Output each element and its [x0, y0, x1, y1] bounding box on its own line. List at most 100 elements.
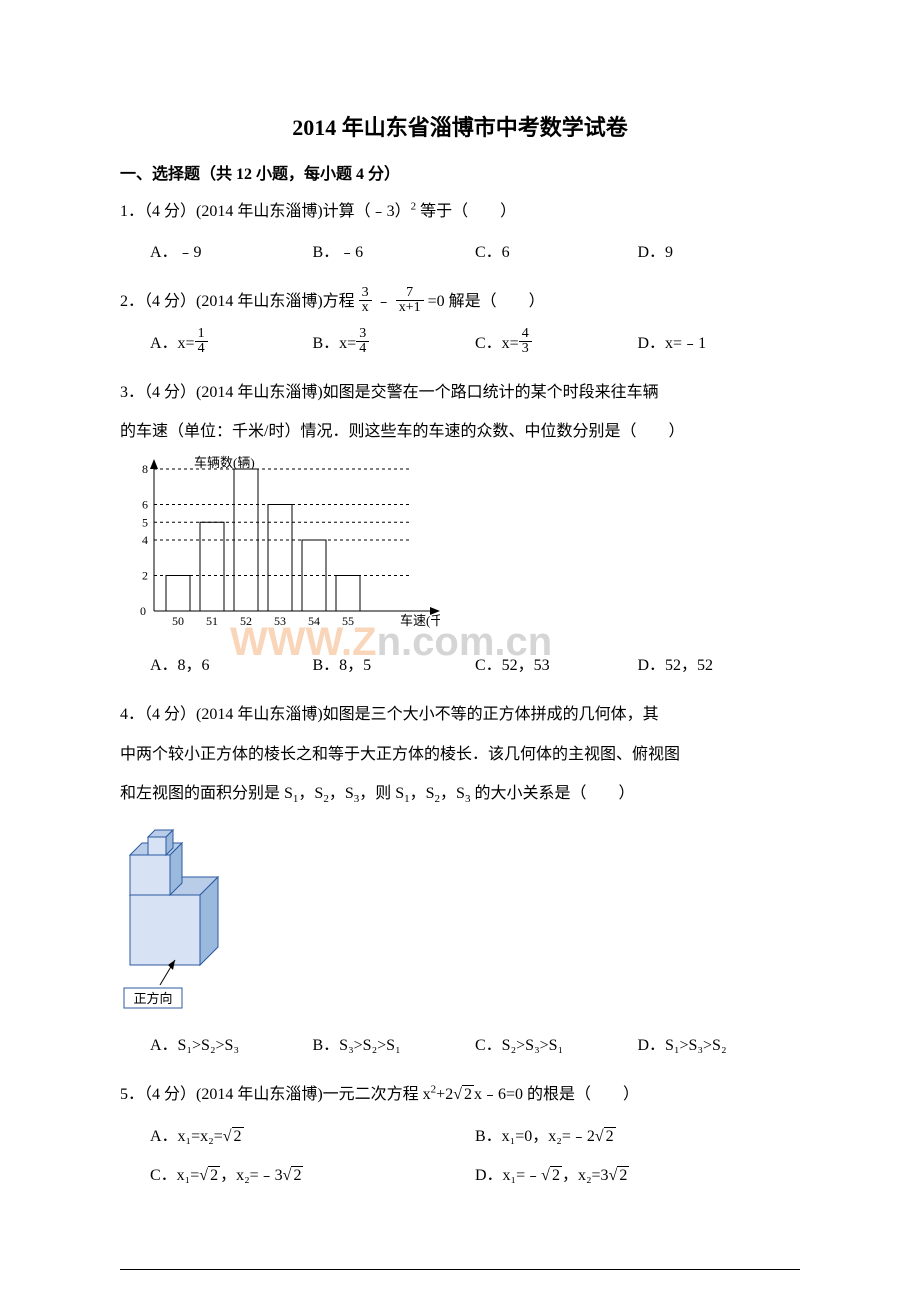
- q2-f1n: 3: [359, 286, 372, 301]
- q2-b-frac: 34: [356, 327, 369, 356]
- q5-stem: 5．（4 分）(2014 年山东淄博)一元二次方程 x2+22x﹣6=0 的根是…: [120, 1077, 800, 1112]
- q5-d-sqrt1: 2: [541, 1157, 562, 1195]
- q5-d-pre: D．x₁=﹣: [475, 1167, 541, 1184]
- q2-options: A．x=14 B．x=34 C．x=43 D．x=﹣1: [120, 326, 800, 361]
- q2-a-pre: A．x=: [150, 335, 195, 352]
- q1-opt-b: B．﹣6: [313, 235, 476, 270]
- q2-b-pre: B．x=: [313, 335, 357, 352]
- q4-opt-d: D．S₁>S₃>S₂: [638, 1028, 801, 1063]
- q2-c-pre: C．x=: [475, 335, 519, 352]
- q2-stem-post: =0 解是（ ）: [428, 293, 545, 310]
- svg-text:55: 55: [342, 614, 354, 628]
- q2-f2d: x+1: [396, 301, 424, 315]
- q4-s3-m5: ，S: [440, 785, 465, 802]
- q4-opt-c: C．S₂>S₃>S₁: [475, 1028, 638, 1063]
- q2-c-frac: 43: [519, 327, 532, 356]
- q5-b-sqrt: 2: [595, 1118, 616, 1156]
- q1-stem-pre: 1．（4 分）(2014 年山东淄博)计算（﹣3）: [120, 203, 411, 220]
- q1-opt-a: A．﹣9: [150, 235, 313, 270]
- q5-c-rad1: 2: [208, 1166, 220, 1184]
- q5-opt-a: A．x₁=x₂= 2: [150, 1118, 475, 1156]
- q1-stem-post: 等于（ ）: [416, 203, 516, 220]
- q4-figure: 正方向: [120, 825, 800, 1020]
- q1-stem: 1．（4 分）(2014 年山东淄博)计算（﹣3）2 等于（ ）: [120, 194, 800, 229]
- q2-minus: ﹣: [376, 293, 392, 310]
- q3-options: A．8，6 B．8，5 C．52，53 D．52，52: [120, 648, 800, 683]
- q3-chart: 024568505152535455车辆数(辆)车速(千米/时): [120, 455, 800, 640]
- svg-text:车辆数(辆): 车辆数(辆): [194, 455, 255, 470]
- q5-c-sqrt2: 2: [283, 1157, 304, 1195]
- q4-s3-m1: ，S: [298, 785, 323, 802]
- svg-text:4: 4: [142, 533, 148, 547]
- q5-pre: 5．（4 分）(2014 年山东淄博)一元二次方程 x: [120, 1086, 431, 1103]
- q4-s3-post: 的大小关系是（ ）: [470, 785, 634, 802]
- q3-stem-1: 3．（4 分）(2014 年山东淄博)如图是交警在一个路口统计的某个时段来往车辆: [120, 375, 800, 410]
- q3-opt-d: D．52，52: [638, 648, 801, 683]
- q2-f2n: 7: [396, 286, 424, 301]
- q2-f1d: x: [359, 301, 372, 315]
- q1-opt-d: D．9: [638, 235, 801, 270]
- svg-text:0: 0: [140, 604, 146, 618]
- q4-stem-2: 中两个较小正方体的棱长之和等于大正方体的棱长．该几何体的主视图、俯视图: [120, 737, 800, 772]
- q1-opt-c: C．6: [475, 235, 638, 270]
- q2-b-d: 4: [356, 342, 369, 356]
- q5-sqrt: 2: [453, 1077, 474, 1112]
- q5-c-rad2: 2: [291, 1166, 303, 1184]
- q2-c-n: 4: [519, 327, 532, 342]
- q4-s3-pre: 和左视图的面积分别是 S: [120, 785, 293, 802]
- page-title: 2014 年山东省淄博市中考数学试卷: [120, 110, 800, 142]
- q5-opt-d: D．x₁=﹣2，x₂=32: [475, 1157, 800, 1195]
- q4-figure-svg: 正方向: [120, 825, 230, 1015]
- q2-a-frac: 14: [195, 327, 208, 356]
- q5-d-sqrt2: 2: [609, 1157, 630, 1195]
- q5-options: A．x₁=x₂=2 B．x₁=0，x₂=﹣22 C．x₁=2，x₂=﹣32 D．…: [120, 1118, 800, 1195]
- q5-mid: +2: [436, 1086, 453, 1103]
- q4-s3-m3: ，则 S: [359, 785, 404, 802]
- q2-b-n: 3: [356, 327, 369, 342]
- q3-opt-c: C．52，53: [475, 648, 638, 683]
- q2-opt-c: C．x=43: [475, 326, 638, 361]
- q2-opt-d: D．x=﹣1: [638, 326, 801, 361]
- q2-opt-b: B．x=34: [313, 326, 476, 361]
- q4-options: A．S₁>S₂>S₃ B．S₃>S₂>S₁ C．S₂>S₃>S₁ D．S₁>S₃…: [120, 1028, 800, 1063]
- q2-stem: 2．（4 分）(2014 年山东淄博)方程 3x ﹣ 7x+1 =0 解是（ ）: [120, 284, 800, 319]
- q2-c-d: 3: [519, 342, 532, 356]
- q5-c-pre: C．x₁=: [150, 1167, 199, 1184]
- q5-b-rad: 2: [604, 1127, 616, 1145]
- svg-text:8: 8: [142, 462, 148, 476]
- q1-options: A．﹣9 B．﹣6 C．6 D．9: [120, 235, 800, 270]
- q4-opt-b: B．S₃>S₂>S₁: [313, 1028, 476, 1063]
- q5-b-pre: B．x₁=0，x₂=﹣2: [475, 1128, 595, 1145]
- footer-rule: [120, 1269, 800, 1270]
- q4-stem-1: 4．（4 分）(2014 年山东淄博)如图是三个大小不等的正方体拼成的几何体，其: [120, 697, 800, 732]
- q2-opt-a: A．x=14: [150, 326, 313, 361]
- q5-a-sqrt: 2: [223, 1118, 244, 1156]
- q5-c-sqrt1: 2: [199, 1157, 220, 1195]
- svg-text:54: 54: [308, 614, 320, 628]
- q4-stem-3: 和左视图的面积分别是 S1，S2，S3，则 S1，S2，S3 的大小关系是（ ）: [120, 776, 800, 811]
- svg-text:52: 52: [240, 614, 252, 628]
- q2-frac2: 7x+1: [396, 286, 424, 315]
- svg-text:2: 2: [142, 569, 148, 583]
- q5-a-pre: A．x₁=x₂=: [150, 1128, 223, 1145]
- q2-stem-pre: 2．（4 分）(2014 年山东淄博)方程: [120, 293, 355, 310]
- q2-a-n: 1: [195, 327, 208, 342]
- svg-text:正方向: 正方向: [133, 991, 172, 1006]
- svg-text:53: 53: [274, 614, 286, 628]
- q3-chart-svg: 024568505152535455车辆数(辆)车速(千米/时): [120, 455, 440, 635]
- q2-a-d: 4: [195, 342, 208, 356]
- svg-text:5: 5: [142, 515, 148, 529]
- svg-text:50: 50: [172, 614, 184, 628]
- q5-d-rad1: 2: [550, 1166, 562, 1184]
- q4-s3-m4: ，S: [410, 785, 435, 802]
- q5-opt-b: B．x₁=0，x₂=﹣2 2: [475, 1118, 800, 1156]
- q2-frac1: 3x: [359, 286, 372, 315]
- q5-rad: 2: [462, 1085, 474, 1103]
- q5-a-rad: 2: [232, 1127, 244, 1145]
- q5-d-rad2: 2: [617, 1166, 629, 1184]
- svg-text:51: 51: [206, 614, 218, 628]
- svg-text:车速(千米/时): 车速(千米/时): [400, 613, 440, 628]
- q5-c-mid: ，x₂=﹣3: [220, 1167, 283, 1184]
- q5-opt-c: C．x₁=2，x₂=﹣32: [150, 1157, 475, 1195]
- section-heading: 一、选择题（共 12 小题，每小题 4 分）: [120, 160, 800, 184]
